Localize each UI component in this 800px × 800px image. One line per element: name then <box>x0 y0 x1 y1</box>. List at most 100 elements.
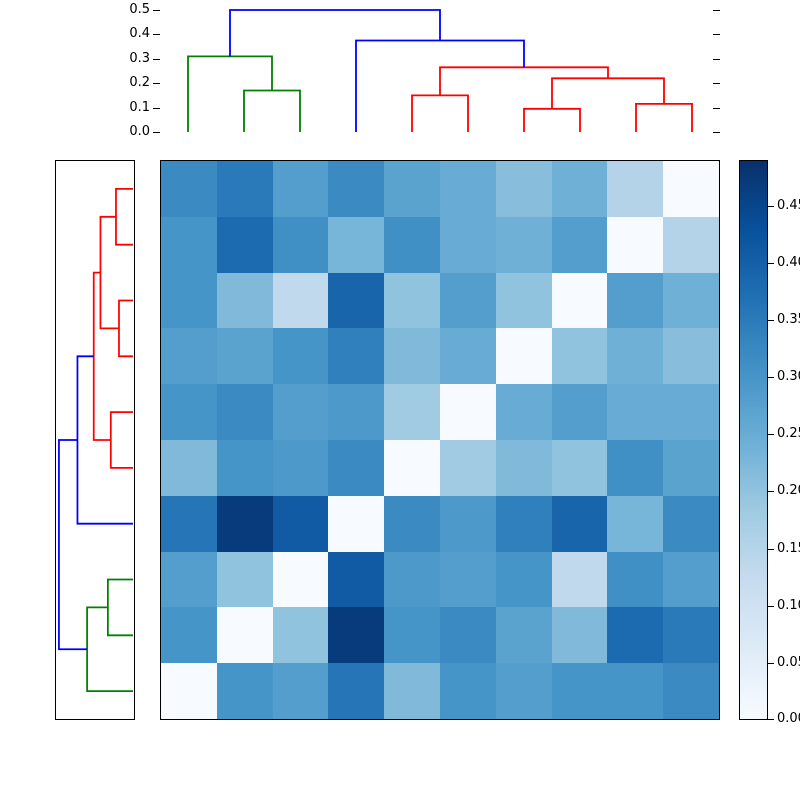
heatmap-cell <box>216 384 273 440</box>
heatmap-cell <box>161 272 217 329</box>
heatmap-cell <box>216 439 273 496</box>
heatmap-cell <box>551 439 608 496</box>
heatmap-cell <box>384 272 440 329</box>
left-dendrogram-frame <box>55 160 135 720</box>
heatmap-cell <box>216 328 273 385</box>
heatmap-cell <box>161 216 217 273</box>
axis-tick-mark <box>153 107 160 109</box>
colorbar-tick-mark <box>768 320 774 321</box>
top-dendrogram-tick-label: 0.0 <box>129 124 150 139</box>
dendrogram-link-red <box>92 271 111 441</box>
heatmap-cell <box>495 328 552 385</box>
dendrogram-link-red <box>115 188 134 246</box>
heatmap-cell <box>439 439 496 496</box>
top-dendrogram-tick-label: 0.4 <box>129 26 150 42</box>
axis-tick-mark <box>713 34 720 36</box>
heatmap-cell <box>272 216 329 273</box>
heatmap-cell <box>328 551 385 608</box>
heatmap-cell <box>663 272 719 329</box>
axis-tick-mark <box>713 107 720 109</box>
colorbar-tick-label: 0.25 <box>777 426 800 442</box>
dendrogram-link-green <box>187 55 273 132</box>
axis-tick-mark <box>713 10 720 11</box>
heatmap-cell <box>551 551 608 608</box>
heatmap-cell <box>439 272 496 329</box>
heatmap-cell <box>328 607 385 664</box>
colorbar-tick-mark <box>768 262 774 264</box>
heatmap-cell <box>384 551 440 608</box>
dendrogram-link-blue <box>229 9 441 57</box>
heatmap-frame <box>160 160 720 720</box>
axis-tick-mark <box>153 10 160 11</box>
heatmap-cell <box>551 216 608 273</box>
heatmap-cell <box>495 439 552 496</box>
dendrogram-link-red <box>439 66 609 96</box>
heatmap-cell <box>384 328 440 385</box>
heatmap-cell <box>439 161 496 217</box>
heatmap-cell <box>551 272 608 329</box>
heatmap-cell <box>495 384 552 440</box>
heatmap-cell <box>272 551 329 608</box>
axis-tick-mark <box>153 83 160 85</box>
heatmap-cell <box>439 495 496 552</box>
colorbar-tick-mark <box>768 377 774 379</box>
heatmap-cell <box>216 607 273 664</box>
heatmap-cell <box>328 495 385 552</box>
heatmap-cell <box>607 161 664 217</box>
heatmap-cell <box>495 272 552 329</box>
heatmap-cell <box>663 161 719 217</box>
heatmap-cell <box>495 607 552 664</box>
heatmap-cell <box>663 495 719 552</box>
dendrogram-link-green <box>243 89 301 132</box>
heatmap-cell <box>384 495 440 552</box>
left-dendrogram <box>58 188 134 692</box>
colorbar-tick-mark <box>768 719 774 720</box>
heatmap-cell <box>272 384 329 440</box>
heatmap-cell <box>607 328 664 385</box>
heatmap-cell <box>272 439 329 496</box>
heatmap-cell <box>384 663 440 719</box>
dendrogram-link-red <box>109 411 134 469</box>
heatmap-cell <box>384 384 440 440</box>
heatmap-grid <box>161 161 719 719</box>
heatmap-cell <box>663 216 719 273</box>
dendrogram-link-green <box>106 578 134 637</box>
colorbar-tick-label: 0.15 <box>777 540 800 556</box>
heatmap-cell <box>272 161 329 217</box>
heatmap-cell <box>216 551 273 608</box>
heatmap-cell <box>216 495 273 552</box>
heatmap-cell <box>161 607 217 664</box>
heatmap-cell <box>161 551 217 608</box>
heatmap-cell <box>663 328 719 385</box>
heatmap-cell <box>495 495 552 552</box>
colorbar-tick-label: 0.40 <box>777 254 800 270</box>
colorbar-tick-mark <box>768 548 774 550</box>
heatmap-cell <box>495 663 552 719</box>
colorbar-tick-label: 0.05 <box>777 654 800 670</box>
top-dendrogram-tick-label: 0.5 <box>129 2 150 17</box>
heatmap-cell <box>384 439 440 496</box>
heatmap-cell <box>328 439 385 496</box>
top-dendrogram-tick-label: 0.2 <box>129 75 150 91</box>
heatmap-cell <box>607 663 664 719</box>
heatmap-cell <box>607 216 664 273</box>
heatmap-cell <box>439 607 496 664</box>
colorbar-tick-mark <box>768 205 774 207</box>
colorbar <box>739 160 768 720</box>
heatmap-cell <box>607 439 664 496</box>
heatmap-cell <box>384 216 440 273</box>
colorbar-tick-label: 0.20 <box>777 483 800 499</box>
axis-tick-mark <box>713 132 720 133</box>
heatmap-cell <box>161 439 217 496</box>
dendrogram-link-red <box>118 299 134 358</box>
heatmap-cell <box>328 328 385 385</box>
heatmap-cell <box>384 607 440 664</box>
colorbar-tick-mark <box>768 491 774 493</box>
heatmap-cell <box>272 663 329 719</box>
heatmap-cell <box>495 216 552 273</box>
heatmap-cell <box>328 663 385 719</box>
heatmap-cell <box>663 439 719 496</box>
top-dendrogram <box>187 9 693 132</box>
heatmap-cell <box>161 384 217 440</box>
heatmap-cell <box>216 272 273 329</box>
